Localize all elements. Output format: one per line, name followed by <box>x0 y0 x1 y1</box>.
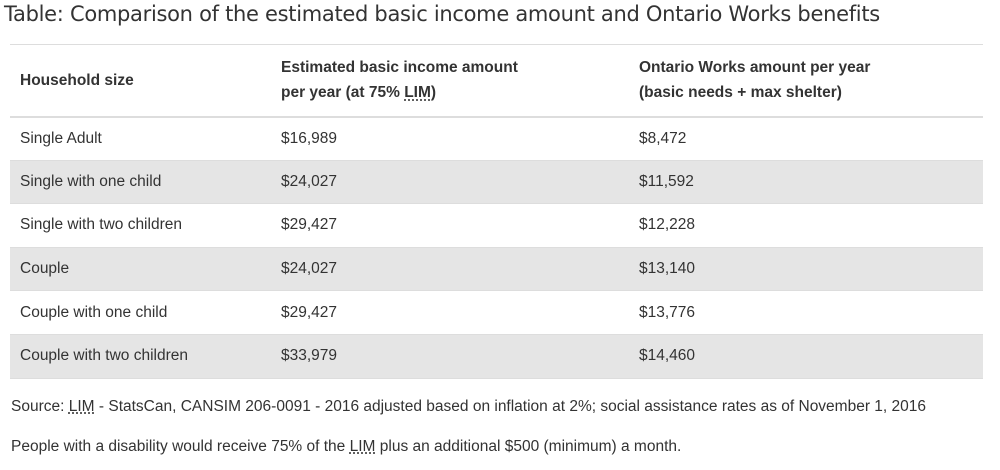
table-header: Household size Estimated basic income am… <box>10 44 983 118</box>
cell-ontario-works: $12,228 <box>629 203 983 248</box>
table-body: Single Adult $16,989 $8,472 Single with … <box>10 116 983 379</box>
cell-ontario-works: $14,460 <box>629 333 983 379</box>
table-caption: Table: Comparison of the estimated basic… <box>4 2 880 26</box>
lim-abbreviation[interactable]: LIM <box>68 398 95 415</box>
header-household-size: Household size <box>10 44 271 118</box>
cell-basic-income: $29,427 <box>271 290 629 335</box>
table-row: Couple with one child $29,427 $13,776 <box>10 290 983 335</box>
cell-household-size: Single with two children <box>10 203 271 248</box>
header-basic-income-line2-post: ) <box>430 84 437 102</box>
cell-ontario-works: $8,472 <box>629 116 983 161</box>
cell-household-size: Single Adult <box>10 116 271 161</box>
header-household-size-label: Household size <box>20 71 134 89</box>
cell-ontario-works: $11,592 <box>629 159 983 204</box>
header-ontario-works-line1: Ontario Works amount per year <box>639 59 871 77</box>
source-note-text: - StatsCan, CANSIM 206-0091 - 2016 adjus… <box>94 398 927 415</box>
disability-note-text: plus an additional $500 (minimum) a mont… <box>375 438 682 455</box>
table-row: Single with one child $24,027 $11,592 <box>10 159 983 204</box>
table-row: Single Adult $16,989 $8,472 <box>10 116 983 161</box>
cell-ontario-works: $13,776 <box>629 290 983 335</box>
cell-basic-income: $16,989 <box>271 116 629 161</box>
lim-abbreviation[interactable]: LIM <box>404 84 431 102</box>
cell-household-size: Single with one child <box>10 159 271 204</box>
cell-basic-income: $24,027 <box>271 159 629 204</box>
cell-household-size: Couple with one child <box>10 290 271 335</box>
cell-ontario-works: $13,140 <box>629 246 983 291</box>
header-ontario-works: Ontario Works amount per year (basic nee… <box>629 44 983 118</box>
cell-basic-income: $29,427 <box>271 203 629 248</box>
source-note-prefix: Source: <box>11 398 69 415</box>
cell-household-size: Couple with two children <box>10 333 271 379</box>
table-row: Couple $24,027 $13,140 <box>10 246 983 291</box>
cell-household-size: Couple <box>10 246 271 291</box>
lim-abbreviation[interactable]: LIM <box>349 438 376 455</box>
cell-basic-income: $24,027 <box>271 246 629 291</box>
comparison-table-container: Household size Estimated basic income am… <box>10 44 983 379</box>
table-row: Couple with two children $33,979 $14,460 <box>10 333 983 379</box>
disability-note: People with a disability would receive 7… <box>11 438 681 456</box>
header-row: Household size Estimated basic income am… <box>10 44 983 118</box>
cell-basic-income: $33,979 <box>271 333 629 379</box>
header-basic-income-line2-pre: per year (at 75% <box>281 84 405 102</box>
table-row: Single with two children $29,427 $12,228 <box>10 203 983 248</box>
header-basic-income-line1: Estimated basic income amount <box>281 59 518 77</box>
header-ontario-works-line2: (basic needs + max shelter) <box>639 84 842 102</box>
source-note: Source: LIM - StatsCan, CANSIM 206-0091 … <box>11 398 926 416</box>
disability-note-prefix: People with a disability would receive 7… <box>11 438 350 455</box>
comparison-table: Household size Estimated basic income am… <box>10 44 983 379</box>
header-basic-income: Estimated basic income amount per year (… <box>271 44 629 118</box>
